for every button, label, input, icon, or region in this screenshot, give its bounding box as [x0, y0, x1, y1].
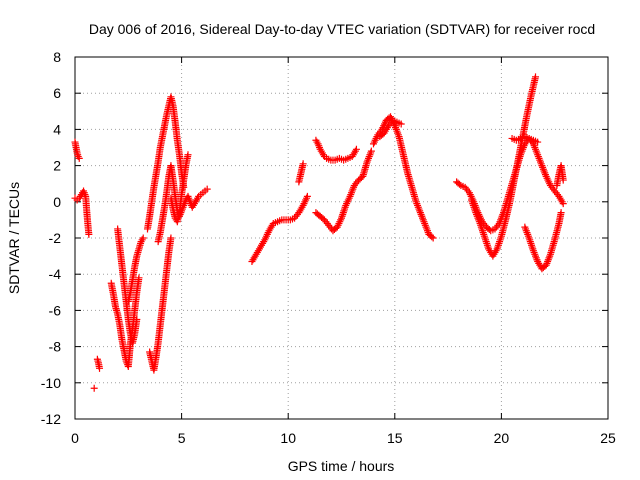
x-tick-label: 10: [280, 430, 296, 446]
data-point: [133, 315, 141, 323]
data-point: [428, 233, 436, 241]
data-point: [85, 230, 93, 238]
x-tick-label: 15: [387, 430, 403, 446]
data-point: [203, 185, 211, 193]
y-axis-label: SDTVAR / TECUs: [6, 182, 22, 294]
y-tick-label: -10: [41, 375, 61, 391]
data-point: [483, 239, 491, 247]
data-point: [74, 153, 82, 161]
y-tick-label: 6: [53, 85, 61, 101]
y-tick-label: 8: [53, 49, 61, 65]
data-point: [352, 145, 360, 153]
data-point: [303, 192, 311, 200]
data-point: [497, 234, 505, 242]
data-point: [496, 238, 504, 246]
data-point: [559, 176, 567, 184]
x-tick-label: 0: [71, 430, 79, 446]
data-point: [527, 239, 535, 247]
data-point: [299, 160, 307, 168]
data-point: [339, 209, 347, 217]
y-tick-label: -12: [41, 411, 61, 427]
data-point: [340, 207, 348, 215]
y-tick-label: 4: [53, 121, 61, 137]
data-point: [532, 73, 540, 81]
data-point: [528, 241, 536, 249]
data-point: [482, 236, 490, 244]
chart-title: Day 006 of 2016, Sidereal Day-to-day VTE…: [89, 21, 595, 37]
data-point: [478, 225, 486, 233]
data-point: [96, 364, 104, 372]
data-point: [135, 274, 143, 282]
data-point: [496, 236, 504, 244]
data-point: [75, 154, 83, 162]
y-tick-label: -4: [49, 266, 62, 282]
data-point: [139, 234, 147, 242]
data-point: [167, 234, 175, 242]
x-axis-label: GPS time / hours: [288, 458, 395, 474]
data-point: [481, 234, 489, 242]
x-tick-label: 5: [178, 430, 186, 446]
data-point: [480, 230, 488, 238]
y-tick-label: -8: [49, 339, 62, 355]
x-tick-label: 20: [494, 430, 510, 446]
data-point: [455, 180, 463, 188]
y-tick-label: 2: [53, 158, 61, 174]
data-point: [429, 234, 437, 242]
data-point: [367, 147, 375, 155]
data-point: [397, 120, 405, 128]
x-tick-label: 25: [600, 430, 616, 446]
data-point: [90, 384, 98, 392]
y-tick-label: 0: [53, 194, 61, 210]
y-tick-label: -6: [49, 302, 62, 318]
y-tick-label: -2: [49, 230, 62, 246]
data-point: [557, 209, 565, 217]
data-point: [482, 238, 490, 246]
data-point: [480, 232, 488, 240]
axis-ticks: 0 5 10 15 20 25 -12 -10 -8 -6 -4 -2 0 2 4 6 8: [41, 49, 616, 446]
data-point: [184, 151, 192, 159]
data-point: [559, 200, 567, 208]
data-point: [479, 229, 487, 237]
data-points: [71, 73, 567, 392]
